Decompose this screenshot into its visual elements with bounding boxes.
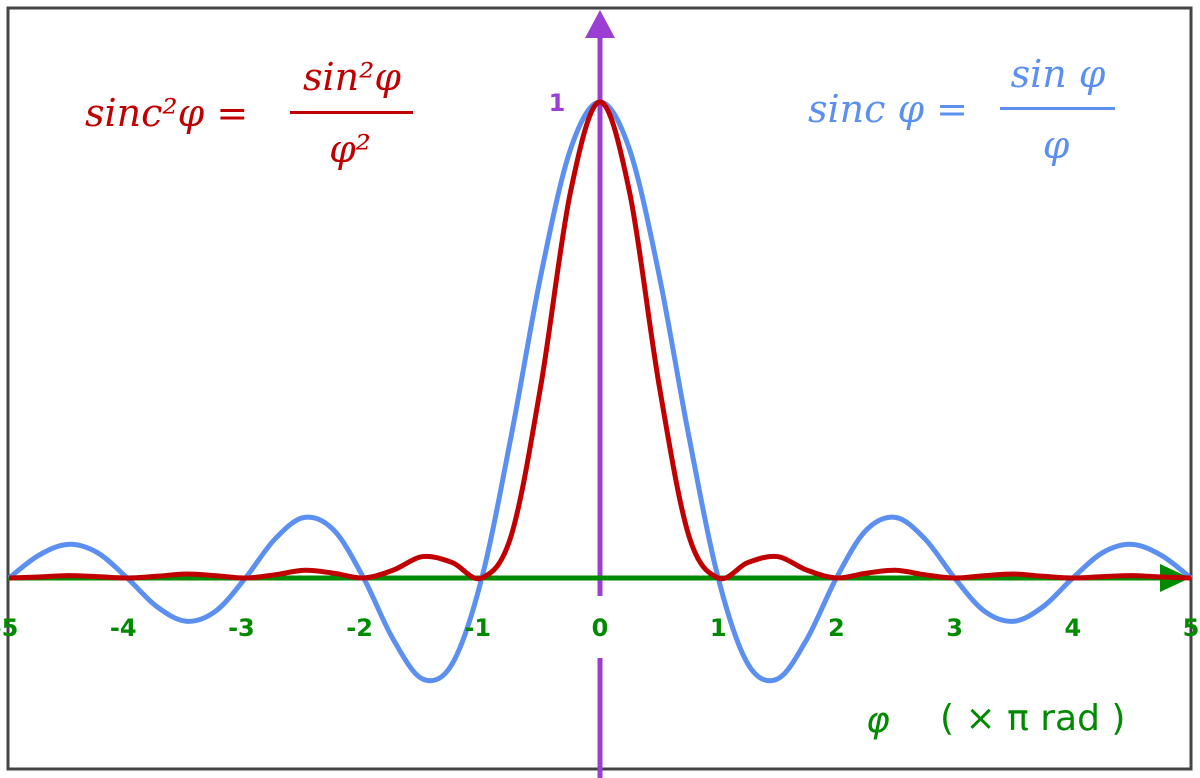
sinc-formula-lhs: sinc φ = [808, 87, 968, 131]
sinc-formula-denominator: φ [1043, 123, 1070, 167]
x-tick-label: 1 [710, 614, 727, 642]
x-tick-label: 4 [1064, 614, 1081, 642]
x-tick-label: -4 [110, 614, 137, 642]
x-tick-label: 0 [592, 614, 609, 642]
sinc2-fraction-bar [290, 111, 413, 114]
x-axis-label: φ ( × π rad ) [866, 698, 1125, 741]
sinc2-formula-denominator: φ² [329, 127, 371, 171]
x-tick-label: 3 [946, 614, 963, 642]
sinc-squared-curve [8, 99, 1192, 582]
x-tick-label: -5 [0, 614, 18, 642]
y-axis-arrowhead [585, 10, 615, 38]
sinc-formula: sinc φ = sin φ φ [808, 52, 1115, 167]
sinc2-formula: sinc²φ = sin²φ φ² [85, 55, 413, 171]
sinc2-formula-numerator: sin²φ [303, 55, 401, 99]
x-axis-label-var: φ [866, 700, 890, 741]
sinc2-formula-lhs: sinc²φ = [85, 91, 248, 135]
sinc-formula-numerator: sin φ [1011, 52, 1106, 96]
x-tick-label: -1 [464, 614, 491, 642]
y-tick-1: 1 [549, 89, 566, 117]
x-tick-label: -2 [346, 614, 373, 642]
x-tick-label: 2 [828, 614, 845, 642]
x-axis-label-unit: ( × π rad ) [940, 698, 1125, 739]
x-tick-label: -3 [228, 614, 255, 642]
sinc-fraction-bar [1000, 107, 1115, 110]
x-tick-label: 5 [1183, 614, 1200, 642]
